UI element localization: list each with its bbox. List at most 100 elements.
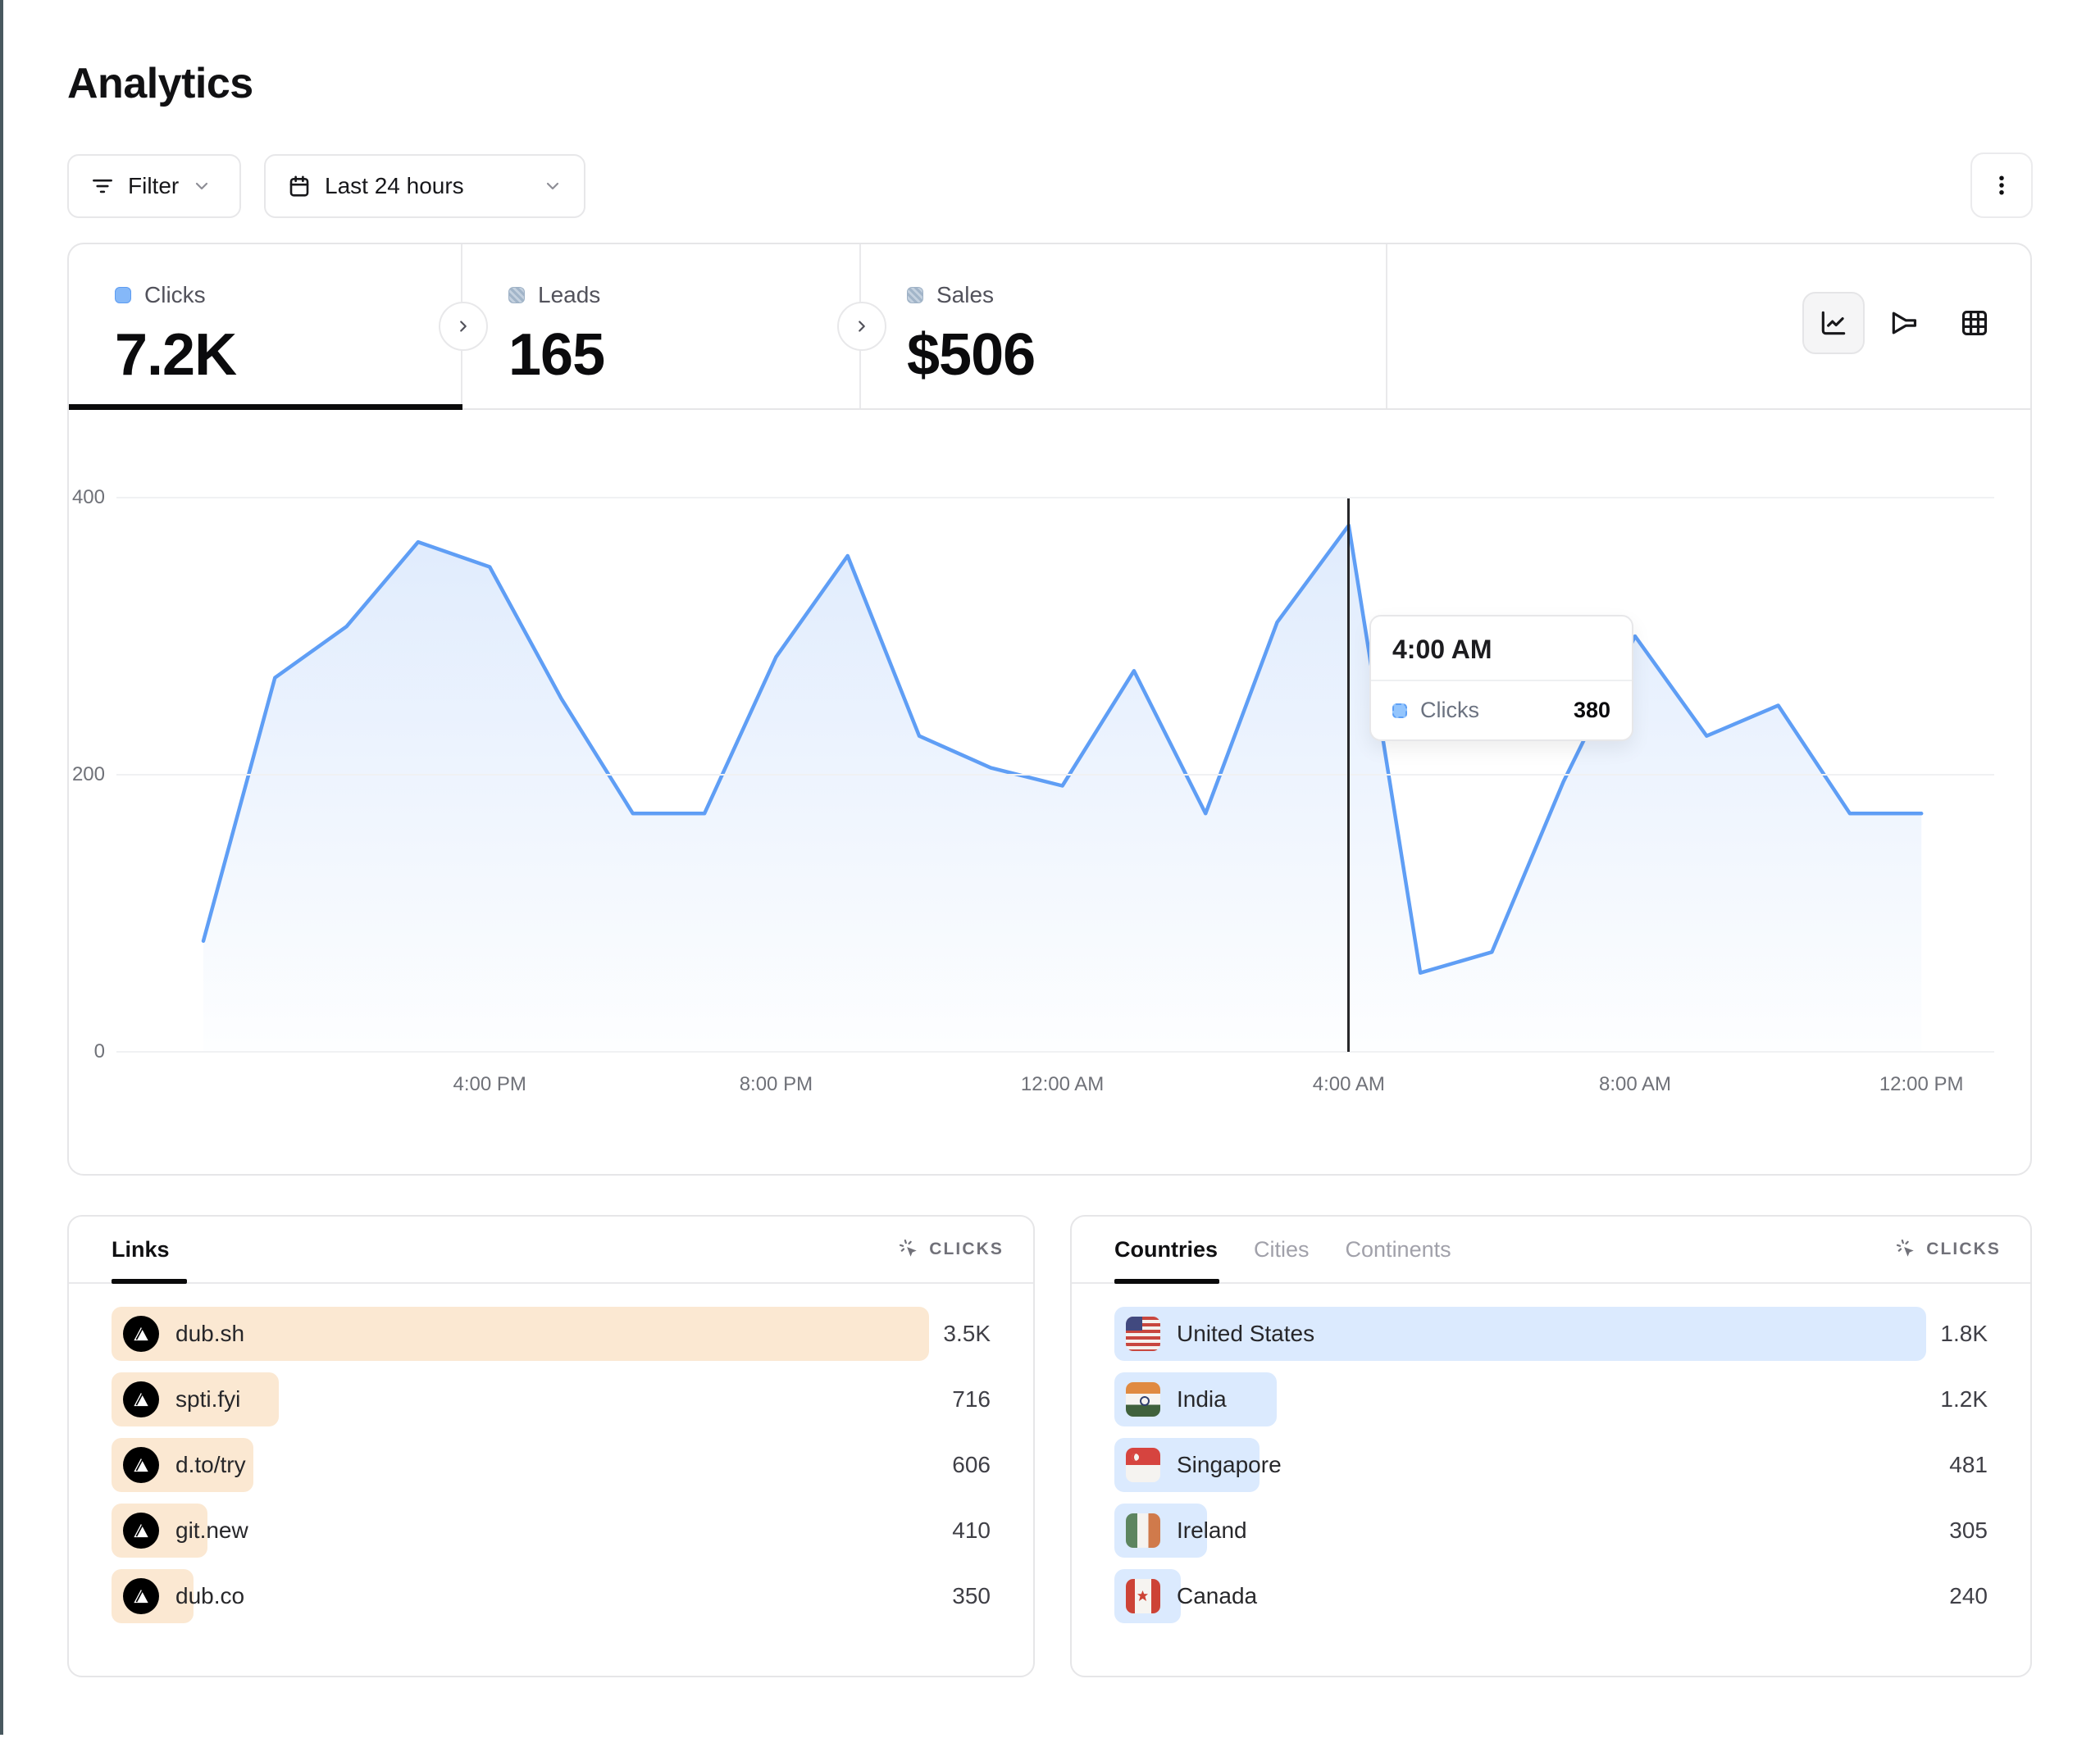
clicks-swatch-icon: [1392, 703, 1407, 718]
sales-swatch-icon: [907, 287, 923, 303]
countries-panel-header: Countries Cities Continents CLICKS: [1072, 1217, 2030, 1284]
list-item[interactable]: Singapore 481: [1114, 1438, 1988, 1492]
item-value: 240: [1949, 1583, 1988, 1608]
x-axis-tick: 12:00 PM: [1879, 1073, 1964, 1095]
clicks-area-chart[interactable]: 4:00 AM Clicks 380 400 200 0 4:00 PM 8:00 PM…: [72, 485, 1994, 1095]
item-value: 481: [1949, 1452, 1988, 1477]
tab-sales[interactable]: $506 Sales $506: [861, 244, 1387, 408]
list-item[interactable]: India 1.2K: [1114, 1372, 1988, 1426]
filter-button[interactable]: Filter: [67, 154, 241, 218]
clicks-swatch-icon: [115, 287, 131, 303]
tab-cities[interactable]: Cities: [1254, 1236, 1310, 1262]
item-label: India: [1177, 1386, 1227, 1412]
chart-crosshair: [1347, 498, 1351, 1052]
countries-metric[interactable]: CLICKS: [1895, 1238, 2001, 1261]
x-axis-tick: 8:00 PM: [739, 1073, 813, 1095]
date-range-button[interactable]: Last 24 hours: [264, 154, 585, 218]
tab-leads[interactable]: Leads 165: [462, 244, 861, 408]
stat-label: Sales: [936, 282, 995, 307]
active-tab-underline: [112, 1279, 187, 1284]
stat-value: $506: [907, 322, 1036, 388]
tab-countries[interactable]: Countries: [1114, 1236, 1219, 1262]
chevron-down-icon: [192, 176, 212, 196]
x-axis-tick: 12:00 AM: [1020, 1073, 1105, 1095]
item-label: Canada: [1177, 1583, 1258, 1608]
item-value: 350: [952, 1583, 991, 1608]
table-grid-icon[interactable]: [1943, 292, 2006, 354]
stats-tabs-row: Clicks 7.2K Leads 165 $506 Sales $506: [69, 244, 2030, 410]
filter-label: Filter: [128, 173, 180, 198]
y-axis-tick: 400: [71, 486, 105, 508]
links-metric[interactable]: CLICKS: [898, 1238, 1004, 1261]
item-label: git.new: [175, 1517, 248, 1543]
item-value: 305: [1949, 1517, 1988, 1543]
value-bar: [112, 1307, 929, 1361]
links-panel: Links CLICKS dub.sh 3.5K spti.fyi 716 d.to/t…: [67, 1215, 1035, 1677]
item-value: 716: [952, 1386, 991, 1412]
ie-flag-icon: [1126, 1513, 1160, 1548]
in-flag-icon: [1126, 1382, 1160, 1417]
metric-label: CLICKS: [1926, 1240, 2001, 1258]
stat-label: Clicks: [144, 282, 206, 307]
item-value: 606: [952, 1452, 991, 1477]
list-item[interactable]: dub.sh 3.5K: [112, 1307, 991, 1361]
stat-value: 165: [508, 322, 605, 388]
gridline: [116, 497, 1994, 498]
list-item[interactable]: dub.co 350: [112, 1569, 991, 1623]
analytics-card: Clicks 7.2K Leads 165 $506 Sales $506: [67, 243, 2032, 1176]
x-axis-tick: 4:00 PM: [453, 1073, 526, 1095]
item-label: Singapore: [1177, 1452, 1282, 1477]
stat-label: Leads: [538, 282, 601, 307]
item-value: 1.8K: [1940, 1321, 1988, 1346]
tab-clicks[interactable]: Clicks 7.2K: [69, 244, 462, 408]
left-edge-strip: [0, 0, 3, 1735]
line-chart-icon[interactable]: [1802, 292, 1865, 354]
item-value: 410: [952, 1517, 991, 1543]
metric-label: CLICKS: [929, 1240, 1004, 1258]
x-axis-tick: 8:00 AM: [1598, 1073, 1672, 1095]
cursor-click-icon: [1895, 1238, 1918, 1261]
tooltip-time: 4:00 AM: [1371, 616, 1632, 681]
more-options-button[interactable]: [1970, 152, 2033, 218]
clicks-series: [201, 523, 1924, 1052]
leads-swatch-icon: [508, 287, 525, 303]
item-label: dub.co: [175, 1583, 245, 1608]
page-title: Analytics: [67, 60, 253, 107]
dub-logo-icon: [123, 1447, 159, 1483]
us-flag-icon: [1126, 1317, 1160, 1351]
item-value: 3.5K: [943, 1321, 991, 1346]
date-range-label: Last 24 hours: [325, 173, 464, 198]
dub-logo-icon: [123, 1381, 159, 1417]
dub-logo-icon: [123, 1316, 159, 1352]
y-axis-tick: 0: [93, 1040, 105, 1062]
item-label: Ireland: [1177, 1517, 1247, 1543]
list-item[interactable]: United States 1.8K: [1114, 1307, 1988, 1361]
value-bar: [1114, 1307, 1927, 1361]
funnel-icon: [90, 174, 115, 198]
list-item[interactable]: spti.fyi 716: [112, 1372, 991, 1426]
list-item[interactable]: Canada 240: [1114, 1569, 1988, 1623]
active-tab-underline: [1114, 1279, 1219, 1284]
list-item[interactable]: Ireland 305: [1114, 1504, 1988, 1558]
funnel-chart-icon[interactable]: [1873, 292, 1935, 354]
chart-tooltip: 4:00 AM Clicks 380: [1369, 615, 1633, 741]
stat-value: 7.2K: [115, 322, 237, 388]
x-axis-tick: 4:00 AM: [1312, 1073, 1385, 1095]
chart-type-switcher: [1802, 292, 2006, 354]
calendar-icon: [287, 174, 312, 198]
chevron-right-icon[interactable]: [837, 302, 886, 351]
chevron-right-icon[interactable]: [439, 302, 488, 351]
tab-continents[interactable]: Continents: [1345, 1236, 1451, 1262]
item-value: 1.2K: [1940, 1386, 1988, 1412]
list-item[interactable]: git.new 410: [112, 1504, 991, 1558]
item-label: spti.fyi: [175, 1386, 241, 1412]
tab-links[interactable]: Links: [112, 1236, 170, 1262]
links-panel-header: Links CLICKS: [69, 1217, 1033, 1284]
kebab-menu-icon: [1989, 173, 2014, 198]
gridline: [116, 1051, 1994, 1053]
active-tab-underline: [69, 404, 462, 410]
chevron-down-icon: [543, 176, 563, 196]
dub-logo-icon: [123, 1578, 159, 1614]
sg-flag-icon: [1126, 1448, 1160, 1482]
list-item[interactable]: d.to/try 606: [112, 1438, 991, 1492]
